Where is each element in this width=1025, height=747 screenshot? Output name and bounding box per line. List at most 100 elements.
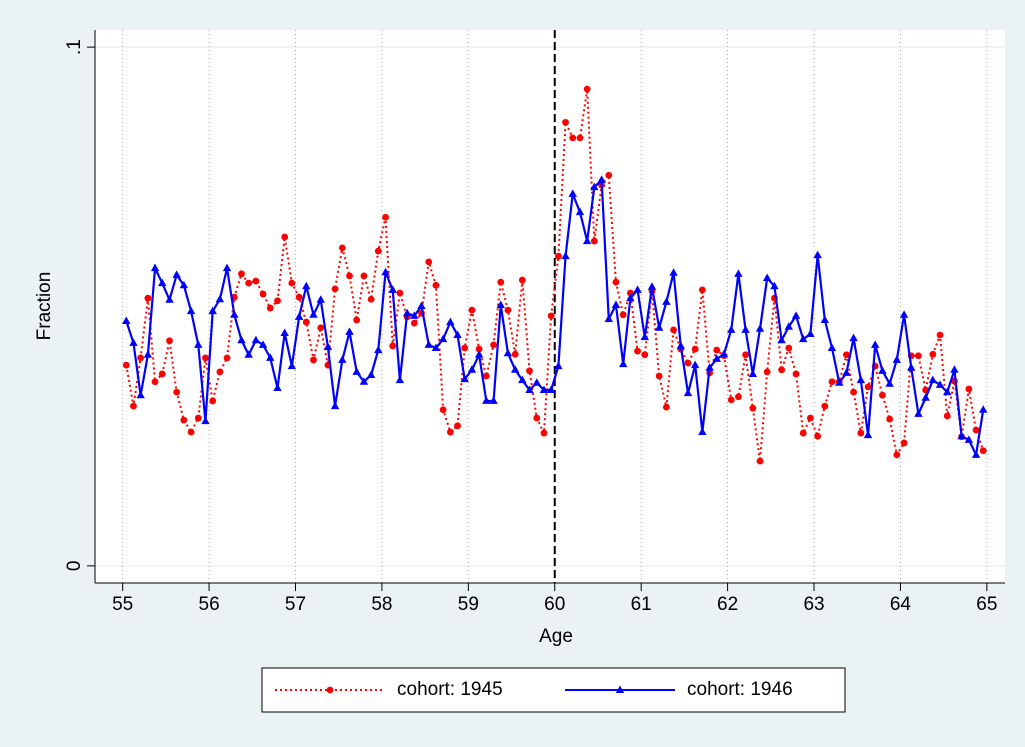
- data-point: [698, 286, 706, 294]
- data-point: [446, 317, 455, 326]
- data-point: [561, 251, 570, 260]
- data-point: [223, 354, 231, 362]
- data-point: [814, 432, 822, 440]
- data-point: [208, 306, 217, 315]
- data-point: [835, 378, 844, 386]
- data-point: [907, 363, 916, 371]
- data-point: [849, 333, 858, 342]
- data-point: [474, 350, 484, 358]
- data-point: [410, 311, 419, 319]
- data-point: [323, 342, 333, 350]
- data-point: [741, 325, 750, 333]
- data-point: [662, 297, 671, 305]
- data-point: [158, 370, 166, 378]
- data-point: [749, 404, 757, 412]
- data-point: [295, 293, 303, 301]
- data-point: [274, 297, 281, 305]
- data-point: [461, 344, 469, 352]
- data-point: [294, 312, 304, 320]
- data-point: [583, 85, 591, 93]
- data-point: [439, 406, 447, 414]
- data-point: [389, 342, 397, 350]
- data-point: [576, 134, 584, 142]
- y-axis-title: Fraction: [34, 272, 55, 341]
- data-point: [763, 368, 771, 376]
- data-point: [791, 311, 801, 319]
- data-point: [957, 431, 966, 440]
- data-point: [475, 345, 483, 353]
- data-point: [215, 294, 225, 303]
- data-point: [490, 341, 497, 349]
- data-point: [179, 280, 189, 289]
- data-point: [259, 290, 267, 298]
- data-point: [511, 350, 519, 358]
- data-point: [965, 385, 973, 393]
- data-point: [806, 414, 814, 422]
- data-point: [569, 134, 577, 142]
- data-point: [172, 270, 181, 278]
- data-point: [870, 340, 880, 348]
- data-point: [690, 360, 700, 369]
- data-point: [288, 279, 296, 287]
- data-point: [302, 281, 311, 290]
- data-point: [742, 351, 749, 359]
- data-point: [317, 324, 325, 332]
- data-point: [762, 273, 772, 281]
- data-point: [503, 348, 513, 357]
- data-point: [634, 347, 641, 355]
- data-point: [438, 334, 448, 343]
- data-point: [331, 285, 339, 293]
- data-point: [705, 363, 714, 371]
- data-point: [856, 375, 866, 384]
- data-point: [893, 451, 901, 459]
- data-point: [518, 375, 527, 384]
- data-point: [374, 247, 382, 255]
- data-point: [618, 359, 628, 368]
- x-tick-label: 58: [371, 594, 392, 615]
- data-point: [626, 293, 635, 302]
- x-tick-label: 61: [631, 594, 652, 615]
- data-point: [468, 306, 476, 314]
- data-point: [180, 416, 188, 424]
- data-point: [799, 334, 808, 343]
- data-point: [734, 393, 742, 401]
- data-point: [813, 250, 822, 259]
- data-point: [130, 402, 137, 410]
- data-point: [251, 335, 261, 344]
- data-point: [663, 403, 670, 411]
- data-point: [330, 401, 340, 410]
- data-point: [287, 361, 297, 370]
- data-point: [417, 301, 426, 309]
- data-point: [691, 345, 699, 353]
- data-point: [562, 118, 569, 126]
- x-tick-label: 55: [112, 594, 133, 615]
- data-point: [137, 354, 145, 362]
- data-point: [316, 295, 325, 303]
- legend-marker: [326, 686, 334, 694]
- data-point: [432, 281, 440, 289]
- data-point: [748, 369, 758, 377]
- data-point: [734, 269, 743, 277]
- data-point: [194, 340, 203, 348]
- data-point: [964, 435, 974, 443]
- data-point: [431, 343, 441, 352]
- data-point: [546, 385, 556, 394]
- data-point: [158, 278, 167, 287]
- data-point: [857, 429, 865, 437]
- x-tick-label: 56: [199, 594, 220, 615]
- data-point: [641, 351, 649, 359]
- data-point: [727, 396, 735, 404]
- data-point: [309, 310, 318, 318]
- data-point: [915, 352, 922, 360]
- data-point: [605, 171, 613, 179]
- data-point: [366, 370, 376, 378]
- y-tick-label: .1: [64, 39, 85, 55]
- data-point: [245, 279, 253, 287]
- data-point: [972, 426, 980, 434]
- data-point: [821, 402, 829, 410]
- data-point: [395, 375, 405, 384]
- data-point: [222, 263, 232, 272]
- data-point: [533, 414, 541, 422]
- data-point: [777, 335, 786, 344]
